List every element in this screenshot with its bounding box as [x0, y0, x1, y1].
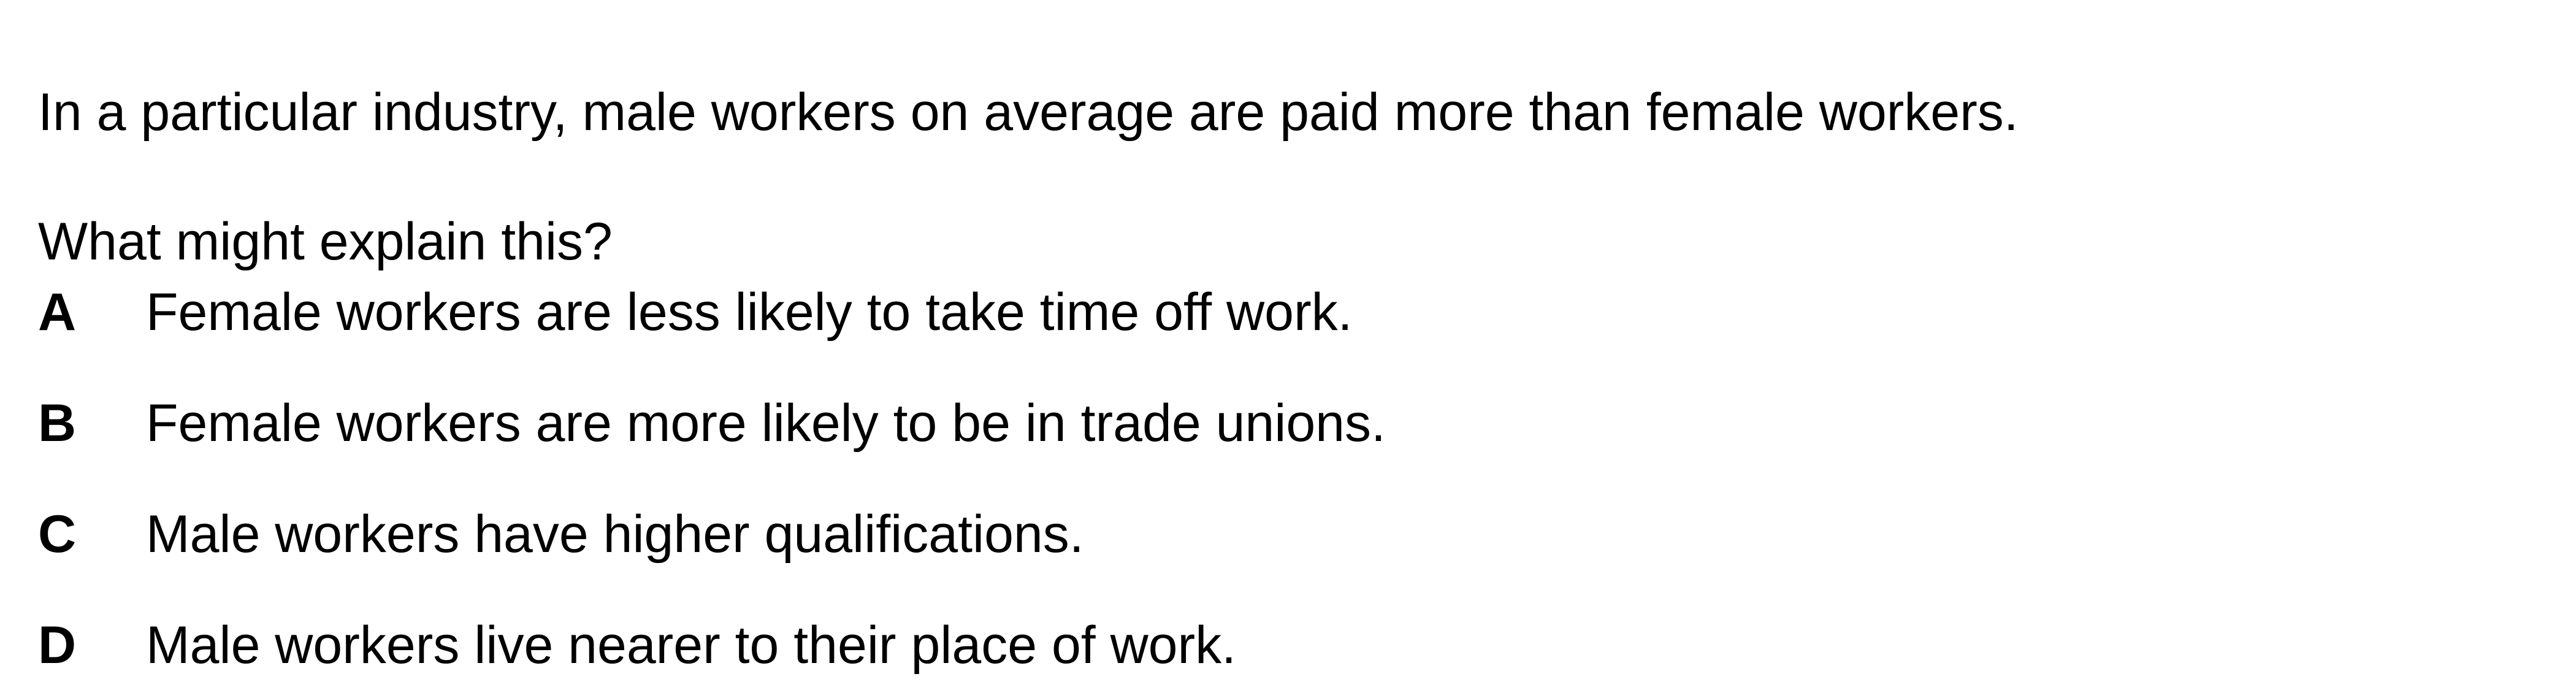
option-letter: D	[38, 616, 77, 675]
answer-option-d: D Male workers live nearer to their plac…	[38, 615, 1236, 676]
answer-option-c: C Male workers have higher qualification…	[38, 504, 1084, 565]
option-text: Female workers are more likely to be in …	[146, 394, 1386, 453]
option-letter: B	[38, 394, 77, 453]
question-stem: In a particular industry, male workers o…	[38, 83, 2019, 142]
question-prompt: What might explain this?	[38, 212, 613, 271]
option-text: Male workers live nearer to their place …	[146, 616, 1237, 675]
answer-option-b: B Female workers are more likely to be i…	[38, 393, 1386, 454]
option-text: Male workers have higher qualifications.	[146, 505, 1084, 564]
option-text: Female workers are less likely to take t…	[146, 283, 1353, 342]
question-block: In a particular industry, male workers o…	[38, 0, 2552, 690]
option-letter: C	[38, 505, 77, 564]
answer-option-a: A Female workers are less likely to take…	[38, 282, 1353, 343]
option-letter: A	[38, 283, 77, 342]
